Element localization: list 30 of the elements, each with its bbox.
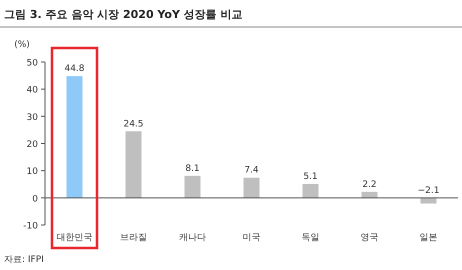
y-tick-label: 0	[32, 194, 38, 204]
bar	[302, 184, 318, 198]
data-label: 7.4	[244, 166, 259, 176]
data-label: 2.2	[362, 180, 377, 190]
x-tick-label: 미국	[242, 233, 260, 243]
text: 자료: IFPI	[4, 255, 44, 265]
bar	[362, 192, 378, 198]
y-tick-label: 50	[26, 58, 38, 68]
chart-title: 그림 3. 주요 음악 시장 2020 YoY 성장률 비교	[4, 8, 243, 21]
data-label: 44.8	[64, 64, 85, 74]
y-tick-label: 10	[26, 167, 38, 178]
bar	[66, 76, 82, 198]
x-tick-label: 대한민국	[56, 233, 92, 243]
x-tick-label: 독일	[302, 233, 320, 243]
data-label: 5.1	[303, 172, 318, 182]
bar	[126, 131, 142, 198]
data-label: −2.1	[418, 186, 440, 196]
y-tick-label: 20	[26, 140, 38, 150]
y-tick-label: -10	[23, 222, 38, 232]
y-tick-label: 40	[26, 86, 38, 96]
bar	[244, 178, 260, 198]
data-label: 8.1	[185, 164, 200, 174]
y-tick-label: 30	[26, 112, 38, 123]
bar	[184, 176, 200, 198]
x-tick-label: 영국	[360, 233, 378, 243]
x-tick-label: 캐나다	[179, 233, 206, 243]
x-tick-label: 일본	[420, 233, 438, 243]
y-axis-title: (%)	[14, 40, 30, 50]
data-label: 24.5	[123, 119, 144, 130]
x-tick-label: 브라질	[120, 233, 147, 243]
